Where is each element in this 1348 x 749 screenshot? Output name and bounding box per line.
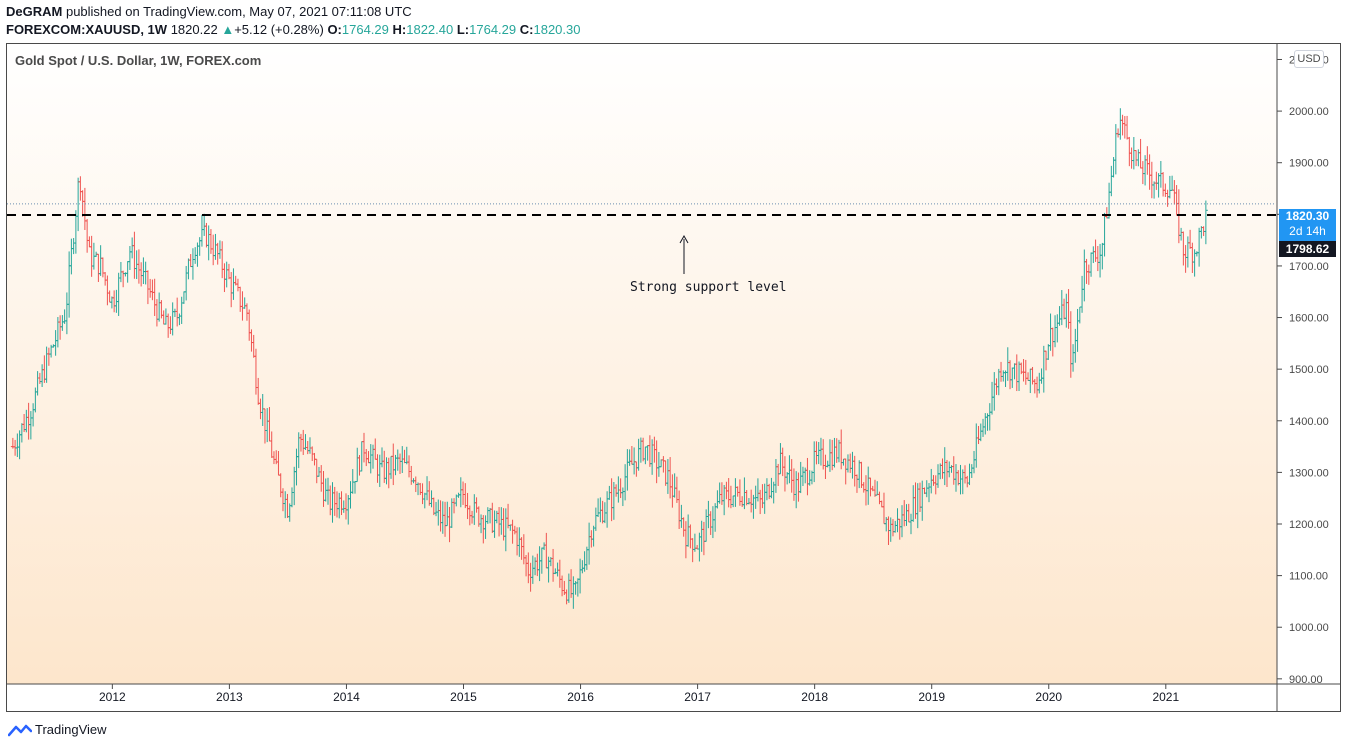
low-label: L: [456,22,470,37]
support-price-tag: 1798.62 [1279,241,1336,257]
support-annotation: Strong support level [630,280,787,295]
x-tick-label: 2012 [99,690,126,704]
y-tick-label: 2000.00 [1289,106,1329,118]
current-price-label: 1820.30 [1285,209,1330,223]
x-tick-label: 2016 [567,690,594,704]
high-label: H: [392,22,407,37]
y-tick-label: 1000.00 [1289,622,1329,634]
y-tick-label: 1600.00 [1289,313,1329,325]
plot-background [7,44,1277,684]
chart-legend-title: Gold Spot / U.S. Dollar, 1W, FOREX.com [15,53,262,68]
y-tick-label: 1500.00 [1289,364,1329,376]
tradingview-logo-icon [7,724,33,736]
price-chart[interactable]: 900.00 1000.00 1100.00 1200.00 1300.00 1400.0… [6,43,1341,712]
ohlc-bars [10,108,1208,609]
x-tick-label: 2015 [450,690,477,704]
brand-name: TradingView [35,722,107,737]
time-axis[interactable]: 2012 2013 2014 2015 2016 2017 2018 2019 2020 2021 [99,684,1179,704]
price-change: +5.12 (+0.28%) [234,22,324,37]
y-tick-label: 1400.00 [1289,416,1329,428]
price-axis[interactable]: 900.00 1000.00 1100.00 1200.00 1300.00 1400.0… [1277,54,1329,686]
ohlc-bar [1203,200,1208,245]
x-tick-label: 2017 [684,690,711,704]
x-tick-label: 2021 [1152,690,1179,704]
currency-button[interactable]: USD [1294,50,1324,68]
ohlc-line: FOREXCOM:XAUUSD, 1W 1820.22 ▲+5.12 (+0.2… [6,22,580,37]
current-price-tag: 1820.30 2d 14h [1279,209,1336,241]
up-triangle-icon: ▲ [221,22,235,37]
x-tick-label: 2013 [216,690,243,704]
level-lines [7,203,1276,217]
y-tick-label: 1100.00 [1289,571,1328,583]
last-price: 1820.22 [170,22,218,37]
y-tick-label: 900.00 [1289,674,1323,686]
bar-countdown: 2d 14h [1289,224,1326,238]
close-label: C: [519,22,534,37]
y-tick-label: 1300.00 [1289,467,1329,479]
high-value: 1822.40 [406,22,454,37]
x-tick-label: 2014 [333,690,360,704]
brand-footer[interactable]: TradingView [7,722,107,738]
author-name[interactable]: DeGRAM [6,4,63,19]
publisher-line: DeGRAM published on TradingView.com, May… [6,4,412,19]
published-text: published on TradingView.com, May 07, 20… [65,4,412,19]
y-tick-label: 1900.00 [1289,158,1329,170]
x-tick-label: 2019 [918,690,945,704]
y-tick-label: 1200.00 [1289,519,1329,531]
low-value: 1764.29 [469,22,517,37]
open-value: 1764.29 [341,22,389,37]
annotation-arrow [679,234,689,274]
open-label: O: [327,22,342,37]
y-tick-label: 1700.00 [1289,261,1329,273]
x-tick-label: 2020 [1035,690,1062,704]
symbol: FOREXCOM:XAUUSD, 1W [6,22,168,37]
x-tick-label: 2018 [801,690,828,704]
close-value: 1820.30 [533,22,581,37]
